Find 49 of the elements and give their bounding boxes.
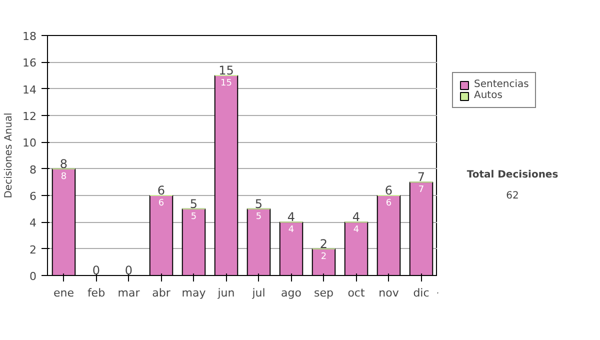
x-tick-label: feb — [87, 286, 106, 300]
x-tick-label: ago — [281, 286, 302, 300]
total-label: 4 — [287, 210, 296, 224]
data-label: 6 — [158, 198, 164, 208]
total-label: 6 — [157, 184, 166, 198]
total-label: 5 — [254, 196, 263, 211]
data-label: 2 — [320, 252, 327, 262]
y-tick-label: 8 — [30, 163, 36, 176]
data-label: 8 — [60, 172, 67, 182]
data-label: 6 — [386, 198, 392, 208]
x-tick-label: oct — [348, 286, 366, 300]
x-tick-label: abr — [152, 286, 171, 300]
total-label: 2 — [320, 236, 328, 251]
data-label: 5 — [256, 212, 262, 222]
y-tick-label: 2 — [30, 243, 36, 256]
data-label: 15 — [220, 78, 232, 88]
y-tick-label: 18 — [22, 30, 37, 43]
total-label: 0 — [92, 264, 100, 278]
total-label: 7 — [417, 170, 426, 184]
legend-label: Sentencias — [474, 79, 529, 90]
y-tick-label: 12 — [22, 110, 37, 123]
y-axis-title: Decisiones Anual — [4, 112, 15, 198]
total-label: 8 — [60, 156, 68, 171]
data-label: 5 — [190, 212, 197, 222]
data-label: 7 — [418, 185, 424, 196]
total-label: 15 — [218, 64, 234, 78]
x-tick-label: mar — [118, 286, 140, 300]
y-tick-label: 0 — [30, 270, 36, 283]
total-label: 5 — [190, 196, 198, 211]
x-tick-label: nov — [378, 286, 400, 300]
legend-label: Autos — [474, 90, 502, 101]
x-tick-label: jul — [251, 286, 266, 300]
x-tick-label: dic — [413, 286, 430, 300]
y-tick-label: 6 — [30, 190, 36, 203]
total-label: 4 — [352, 210, 360, 224]
y-tick-label: 16 — [22, 56, 37, 70]
x-tick-label: ene — [53, 286, 74, 300]
x-tick-label: sep — [314, 286, 334, 300]
y-tick-label: 4 — [30, 216, 36, 230]
x-tick-label: jun — [216, 286, 235, 300]
x-tick-label: may — [182, 286, 206, 300]
text: 62 — [506, 190, 519, 202]
data-label: 4 — [353, 225, 360, 236]
total-label: 6 — [384, 184, 393, 198]
y-tick-label: 10 — [22, 136, 37, 150]
y-tick-label: 14 — [22, 83, 37, 96]
data-label: 4 — [288, 225, 294, 236]
total-label: 0 — [124, 264, 133, 278]
text: Total Decisiones — [466, 170, 558, 181]
